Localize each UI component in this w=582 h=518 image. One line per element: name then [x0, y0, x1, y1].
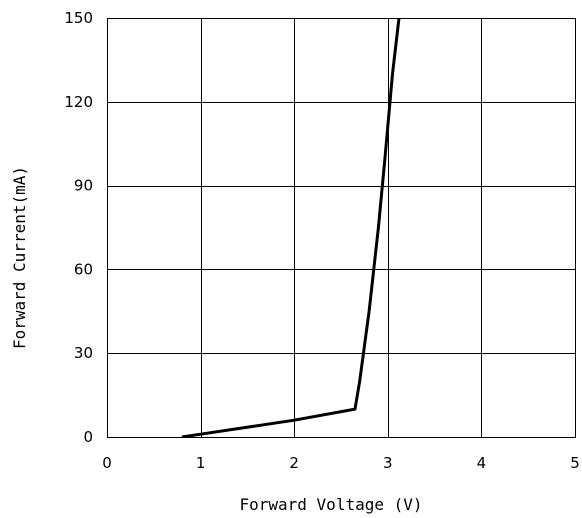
series-line-0 — [181, 18, 401, 437]
y-tick-label-0: 0 — [83, 428, 93, 446]
y-axis-title: Forward Current(mA) — [10, 166, 29, 349]
horizontal-gridlines — [107, 102, 575, 354]
plot-frame — [107, 18, 576, 438]
series-layer — [181, 18, 401, 437]
x-tick-label-5: 5 — [570, 454, 580, 472]
y-tick-label-90: 90 — [74, 177, 93, 195]
vertical-gridlines — [201, 18, 482, 437]
y-tick-label-120: 120 — [64, 93, 93, 111]
y-tick-label-30: 30 — [74, 344, 93, 362]
y-tick-label-60: 60 — [74, 260, 93, 278]
x-tick-label-4: 4 — [477, 454, 487, 472]
x-tick-label-2: 2 — [289, 454, 299, 472]
x-tick-label-0: 0 — [102, 454, 112, 472]
y-tick-label-150: 150 — [64, 9, 93, 27]
x-tick-label-1: 1 — [196, 454, 206, 472]
x-tick-label-3: 3 — [383, 454, 393, 472]
x-axis-title: Forward Voltage (V) — [239, 495, 422, 514]
y-tick-labels: 0 30 60 90 120 150 — [64, 9, 93, 446]
x-tick-labels: 0 1 2 3 4 5 — [102, 454, 580, 472]
